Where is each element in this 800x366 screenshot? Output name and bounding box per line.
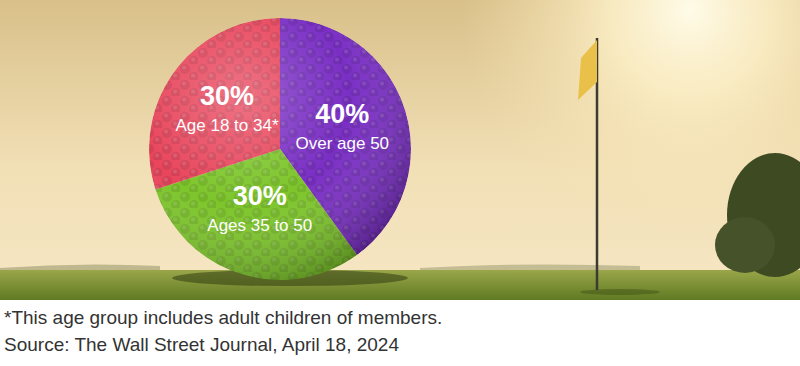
data-label: 40% <box>315 99 369 129</box>
data-label: 30% <box>200 81 254 111</box>
flag <box>578 40 597 100</box>
category-label: Age 18 to 34* <box>175 116 278 135</box>
flag-shadow <box>580 289 660 295</box>
caption-background <box>0 300 800 366</box>
footnote: *This age group includes adult children … <box>4 307 442 328</box>
slices <box>149 18 411 280</box>
chart-canvas: 40% Over age 50 30% Ages 35 to 50 30% Age 18 … <box>0 0 800 366</box>
grass <box>0 270 800 300</box>
tree <box>715 217 775 273</box>
category-label: Over age 50 <box>296 134 390 153</box>
category-label: Ages 35 to 50 <box>207 216 312 235</box>
data-label: 30% <box>233 181 287 211</box>
source: Source: The Wall Street Journal, April 1… <box>4 334 399 355</box>
ball-dimples <box>149 18 411 280</box>
ball-shading <box>149 18 411 280</box>
